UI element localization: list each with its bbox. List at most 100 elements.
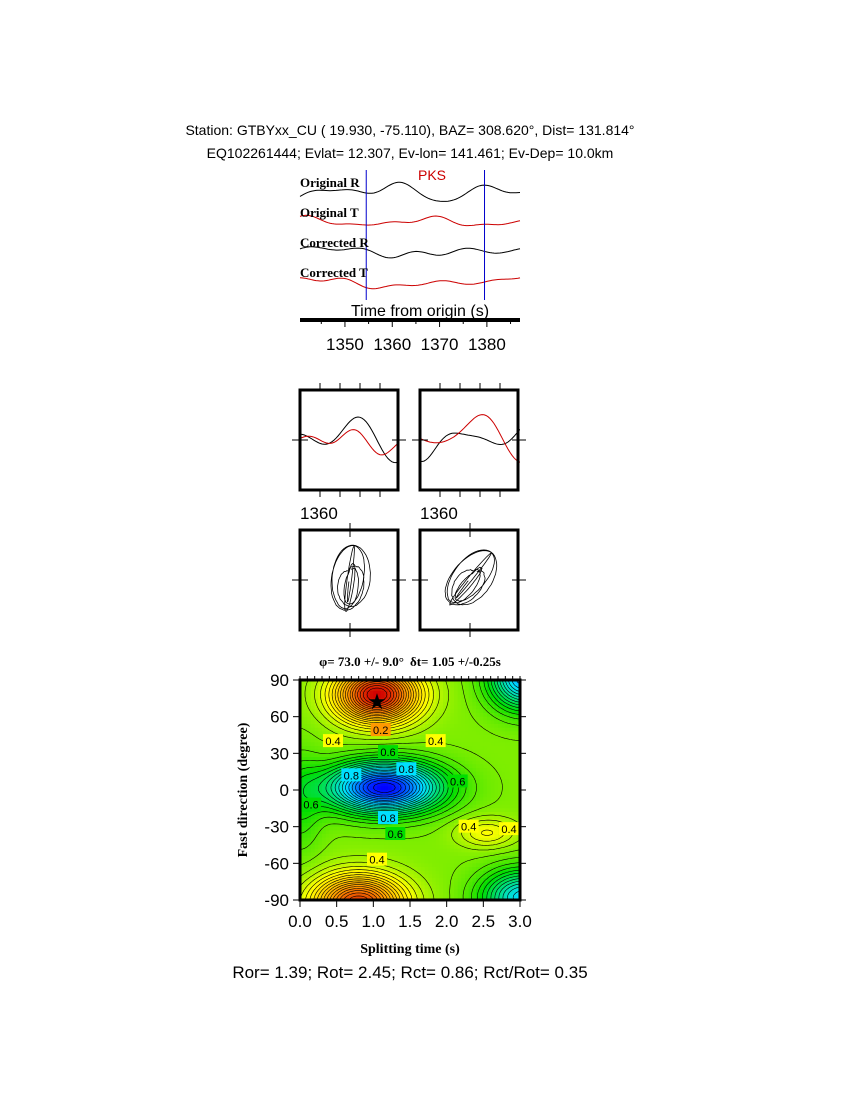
- heatmap-cell: [498, 724, 503, 729]
- heatmap-cell: [344, 786, 349, 791]
- heatmap-cell: [465, 804, 470, 809]
- heatmap-cell: [410, 793, 415, 798]
- heatmap-cell: [461, 863, 466, 868]
- heatmap-cell: [344, 760, 349, 765]
- heatmap-cell: [468, 845, 473, 850]
- heatmap-cell: [501, 746, 506, 751]
- heatmap-cell: [512, 691, 517, 696]
- heatmap-cell: [443, 896, 448, 900]
- heatmap-cell: [388, 683, 393, 688]
- heatmap-cell: [479, 768, 484, 773]
- heatmap-cell: [336, 727, 341, 732]
- heatmap-cell: [443, 819, 448, 824]
- heatmap-cell: [362, 749, 367, 754]
- heatmap-cell: [498, 804, 503, 809]
- heatmap-cell: [344, 698, 349, 703]
- heatmap-cell: [450, 823, 455, 828]
- heatmap-cell: [347, 826, 352, 831]
- heatmap-cell: [384, 771, 389, 776]
- heatmap-cell: [498, 698, 503, 703]
- heatmap-cell: [318, 874, 323, 879]
- heatmap-cell: [311, 867, 316, 872]
- heatmap-cell: [450, 819, 455, 824]
- heatmap-cell: [512, 837, 517, 842]
- heatmap-cell: [340, 716, 345, 721]
- heatmap-cell: [344, 863, 349, 868]
- heatmap-cell: [424, 852, 429, 857]
- heatmap-cell: [344, 892, 349, 897]
- heatmap-cell: [468, 863, 473, 868]
- heatmap-cell: [421, 826, 426, 831]
- heatmap-cell: [318, 724, 323, 729]
- heatmap-cell: [344, 753, 349, 758]
- heatmap-cell: [435, 691, 440, 696]
- heatmap-cell: [336, 885, 341, 890]
- heatmap-cell: [421, 815, 426, 820]
- particle-motion-path: [444, 549, 498, 606]
- heatmap-cell: [417, 841, 422, 846]
- heatmap-cell: [516, 683, 520, 688]
- heatmap-cell: [347, 808, 352, 813]
- heatmap-cell: [421, 731, 426, 736]
- heatmap-cell: [325, 881, 330, 886]
- heatmap-cell: [432, 881, 437, 886]
- heatmap-cell: [395, 716, 400, 721]
- heatmap-cell: [395, 709, 400, 714]
- heatmap-cell: [380, 713, 385, 718]
- waveform-tick-label: 1370: [421, 335, 459, 354]
- heatmap-cell: [318, 768, 323, 773]
- heatmap-cell: [300, 768, 305, 773]
- heatmap-cell: [413, 874, 418, 879]
- heatmap-cell: [366, 757, 371, 762]
- heatmap-cell: [369, 870, 374, 875]
- heatmap-cell: [490, 892, 495, 897]
- heatmap-cell: [487, 874, 492, 879]
- heatmap-cell: [494, 812, 499, 817]
- heatmap-cell: [344, 804, 349, 809]
- heatmap-cell: [347, 683, 352, 688]
- heatmap-cell: [512, 760, 517, 765]
- waveform-tick-label: 1360: [373, 335, 411, 354]
- contour-line: [300, 680, 520, 900]
- heatmap-cell: [388, 859, 393, 864]
- heatmap-cell: [333, 687, 338, 692]
- heatmap-cell: [494, 782, 499, 787]
- heatmap-cell: [318, 837, 323, 842]
- y-tick-label: -60: [264, 854, 289, 873]
- heatmap-cell: [314, 724, 319, 729]
- heatmap-cell: [300, 852, 305, 857]
- heatmap-cell: [443, 727, 448, 732]
- heatmap-cell: [494, 896, 499, 900]
- heatmap-cell: [509, 749, 514, 754]
- heatmap-cell: [428, 889, 433, 894]
- heatmap-cell: [509, 687, 514, 692]
- heatmap-cell: [358, 848, 363, 853]
- heatmap-cell: [494, 742, 499, 747]
- heatmap-cell: [454, 709, 459, 714]
- heatmap-cell: [443, 881, 448, 886]
- heatmap-cell: [483, 782, 488, 787]
- heatmap-cell: [424, 848, 429, 853]
- heatmap-cell: [498, 782, 503, 787]
- heatmap-cell: [355, 863, 360, 868]
- heatmap-cell: [373, 735, 378, 740]
- heatmap-cell: [362, 834, 367, 839]
- heatmap-cell: [311, 731, 316, 736]
- heatmap-cell: [454, 691, 459, 696]
- heatmap-cell: [432, 749, 437, 754]
- heatmap-cell: [490, 826, 495, 831]
- heatmap-cell: [476, 793, 481, 798]
- heatmap-cell: [318, 720, 323, 725]
- heatmap-cell: [377, 713, 382, 718]
- heatmap-cell: [439, 727, 444, 732]
- heatmap-cell: [439, 709, 444, 714]
- heatmap-cell: [358, 746, 363, 751]
- heatmap-cell: [380, 834, 385, 839]
- heatmap-cell: [465, 746, 470, 751]
- heatmap-cell: [417, 749, 422, 754]
- heatmap-cell: [336, 746, 341, 751]
- heatmap-cell: [358, 874, 363, 879]
- heatmap-cell: [432, 867, 437, 872]
- heatmap-cell: [347, 687, 352, 692]
- heatmap-cell: [388, 892, 393, 897]
